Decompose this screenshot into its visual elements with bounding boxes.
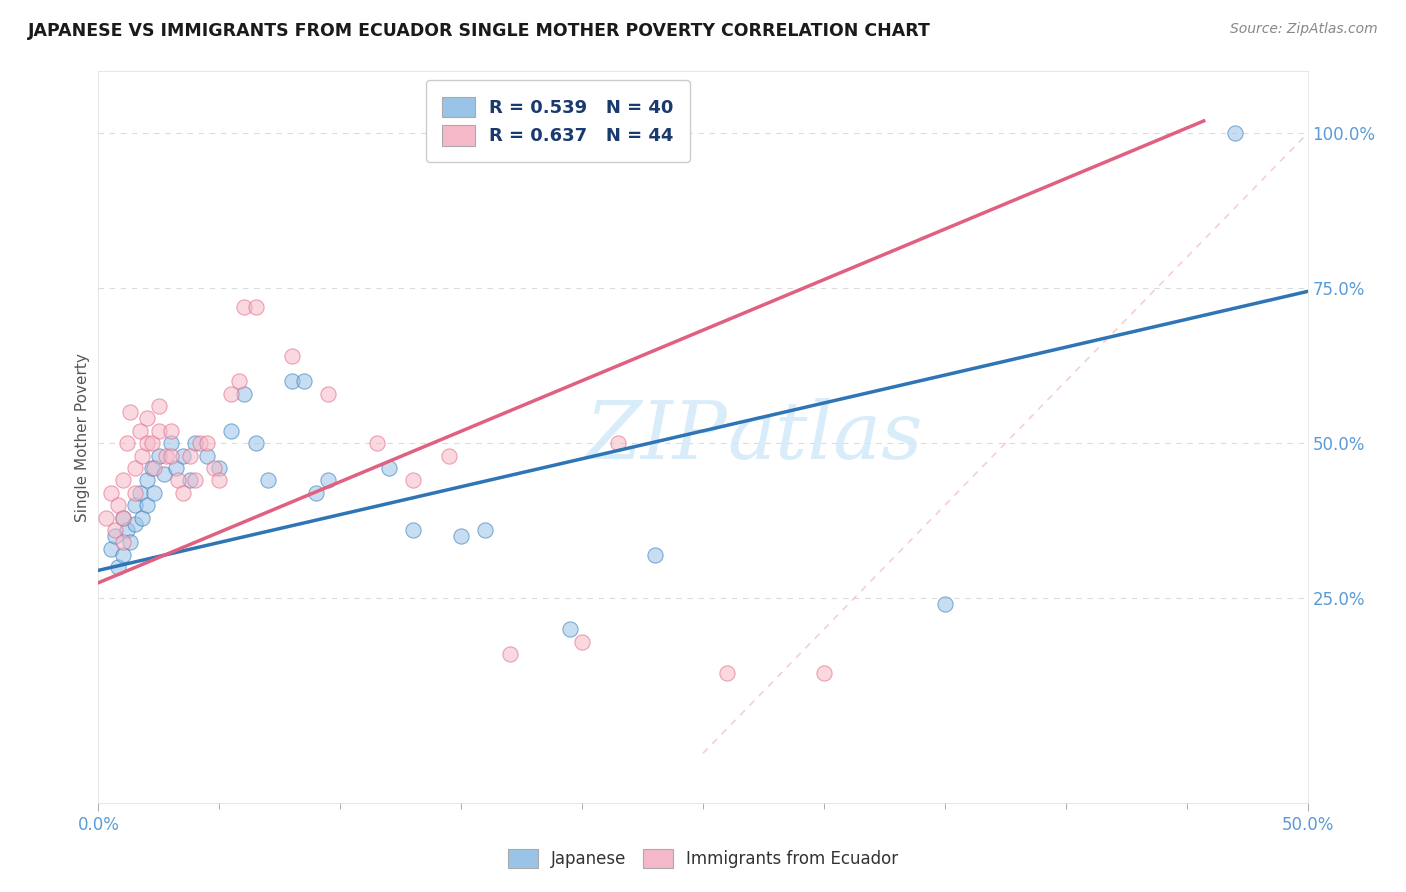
Point	[716, 665, 738, 680]
Point	[221, 386, 243, 401]
Point	[118, 405, 141, 419]
Point	[437, 449, 460, 463]
Point	[498, 647, 520, 661]
Point	[152, 467, 174, 482]
Point	[165, 461, 187, 475]
Point	[107, 498, 129, 512]
Text: ZIP: ZIP	[585, 399, 727, 475]
Point	[208, 474, 231, 488]
Point	[148, 449, 170, 463]
Y-axis label: Single Mother Poverty: Single Mother Poverty	[75, 352, 90, 522]
Point	[232, 300, 254, 314]
Point	[644, 548, 666, 562]
Point	[124, 498, 146, 512]
Point	[316, 474, 339, 488]
Point	[179, 474, 201, 488]
Point	[316, 386, 339, 401]
Point	[117, 523, 139, 537]
Point	[143, 461, 166, 475]
Point	[135, 474, 157, 488]
Point	[450, 529, 472, 543]
Point	[292, 374, 315, 388]
Point	[100, 541, 122, 556]
Point	[111, 535, 134, 549]
Text: JAPANESE VS IMMIGRANTS FROM ECUADOR SINGLE MOTHER POVERTY CORRELATION CHART: JAPANESE VS IMMIGRANTS FROM ECUADOR SING…	[28, 22, 931, 40]
Point	[245, 436, 267, 450]
Legend: Japanese, Immigrants from Ecuador: Japanese, Immigrants from Ecuador	[501, 842, 905, 875]
Point	[256, 474, 278, 488]
Point	[1223, 126, 1246, 140]
Point	[111, 510, 134, 524]
Point	[135, 436, 157, 450]
Point	[934, 598, 956, 612]
Point	[281, 350, 304, 364]
Point	[172, 486, 194, 500]
Text: Source: ZipAtlas.com: Source: ZipAtlas.com	[1230, 22, 1378, 37]
Point	[124, 461, 146, 475]
Point	[111, 548, 134, 562]
Point	[402, 523, 425, 537]
Point	[141, 436, 163, 450]
Point	[111, 510, 134, 524]
Point	[143, 486, 166, 500]
Point	[221, 424, 243, 438]
Point	[131, 510, 153, 524]
Point	[148, 424, 170, 438]
Point	[204, 461, 226, 475]
Point	[228, 374, 250, 388]
Point	[104, 529, 127, 543]
Point	[607, 436, 630, 450]
Point	[128, 486, 150, 500]
Legend: R = 0.539   N = 40, R = 0.637   N = 44: R = 0.539 N = 40, R = 0.637 N = 44	[426, 80, 690, 161]
Point	[281, 374, 304, 388]
Point	[128, 424, 150, 438]
Point	[155, 449, 177, 463]
Point	[141, 461, 163, 475]
Text: atlas: atlas	[727, 399, 922, 475]
Point	[100, 486, 122, 500]
Point	[107, 560, 129, 574]
Point	[117, 436, 139, 450]
Point	[305, 486, 328, 500]
Point	[167, 474, 190, 488]
Point	[160, 424, 183, 438]
Point	[172, 449, 194, 463]
Point	[195, 436, 218, 450]
Point	[104, 523, 127, 537]
Point	[118, 535, 141, 549]
Point	[160, 449, 183, 463]
Point	[94, 510, 117, 524]
Point	[179, 449, 201, 463]
Point	[160, 436, 183, 450]
Point	[245, 300, 267, 314]
Point	[195, 449, 218, 463]
Point	[188, 436, 211, 450]
Point	[124, 516, 146, 531]
Point	[184, 474, 207, 488]
Point	[131, 449, 153, 463]
Point	[184, 436, 207, 450]
Point	[571, 634, 593, 648]
Point	[124, 486, 146, 500]
Point	[813, 665, 835, 680]
Point	[402, 474, 425, 488]
Point	[148, 399, 170, 413]
Point	[474, 523, 496, 537]
Point	[135, 498, 157, 512]
Point	[366, 436, 388, 450]
Point	[558, 622, 581, 636]
Point	[232, 386, 254, 401]
Point	[111, 474, 134, 488]
Point	[208, 461, 231, 475]
Point	[377, 461, 399, 475]
Point	[135, 411, 157, 425]
